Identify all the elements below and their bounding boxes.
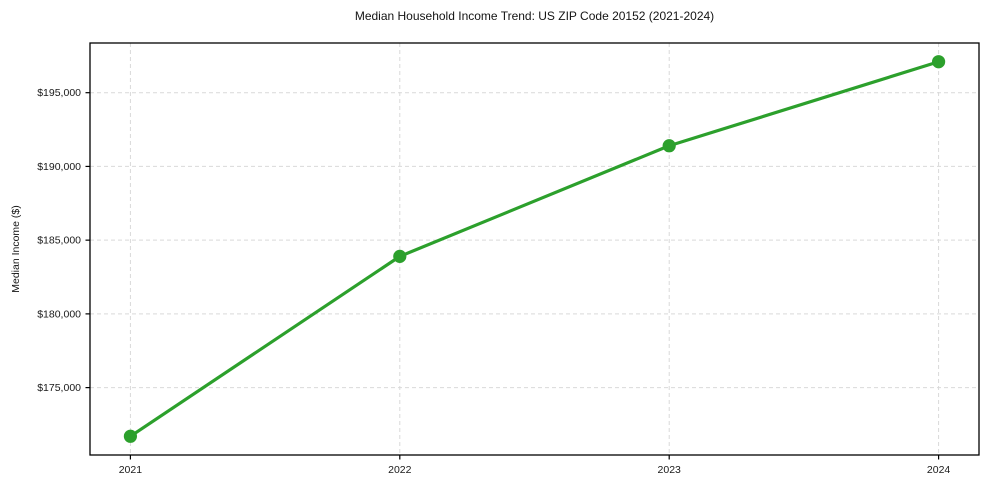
x-tick-label: 2024 [927, 464, 951, 476]
y-tick-label: $185,000 [37, 235, 81, 247]
x-tick-label: 2023 [658, 464, 682, 476]
data-point-2022 [393, 249, 407, 263]
y-tick-label: $195,000 [37, 87, 81, 99]
x-tick-label: 2022 [388, 464, 412, 476]
trend-line [128, 60, 941, 438]
data-point-2021 [123, 429, 138, 443]
data-point-2024 [931, 55, 946, 69]
y-tick-label: $180,000 [37, 308, 81, 320]
y-tick-label: $190,000 [37, 161, 81, 173]
data-point-2023 [662, 139, 676, 153]
plot-border [89, 42, 980, 456]
y-tick-label: $175,000 [37, 382, 81, 394]
chart-title: Median Household Income Trend: US ZIP Co… [354, 9, 715, 23]
x-tick-label: 2021 [119, 464, 143, 476]
